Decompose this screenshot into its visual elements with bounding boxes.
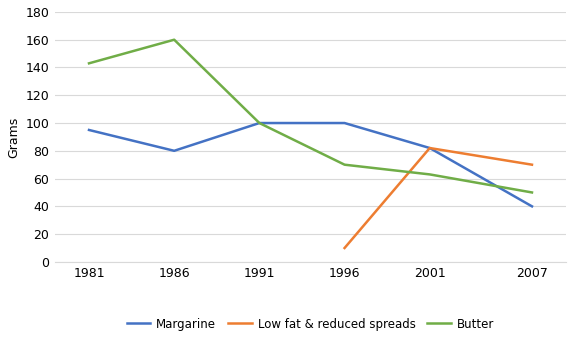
- Low fat & reduced spreads: [528, 162, 535, 167]
- Butter: [171, 38, 178, 42]
- Butter: [528, 190, 535, 195]
- Low fat & reduced spreads: [426, 146, 433, 150]
- Margarine: [85, 128, 92, 132]
- Margarine: [256, 121, 263, 125]
- Margarine: [171, 149, 178, 153]
- Low fat & reduced spreads: [341, 246, 348, 250]
- Margarine: [528, 204, 535, 208]
- Butter: [85, 61, 92, 66]
- Butter: [256, 121, 263, 125]
- Butter: [341, 162, 348, 167]
- Legend: Margarine, Low fat & reduced spreads, Butter: Margarine, Low fat & reduced spreads, Bu…: [122, 313, 499, 335]
- Margarine: [426, 146, 433, 150]
- Margarine: [341, 121, 348, 125]
- Y-axis label: Grams: Grams: [7, 116, 20, 158]
- Butter: [426, 172, 433, 177]
- Line: Low fat & reduced spreads: Low fat & reduced spreads: [344, 148, 532, 248]
- Line: Margarine: Margarine: [89, 123, 532, 206]
- Line: Butter: Butter: [89, 40, 532, 193]
